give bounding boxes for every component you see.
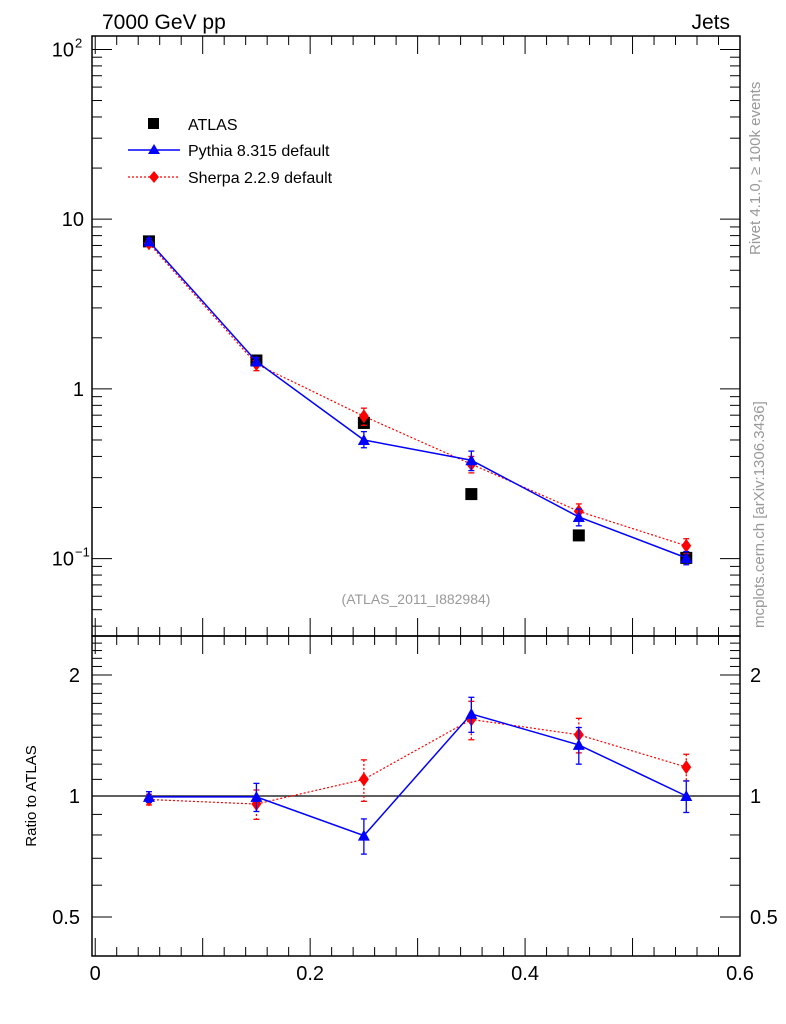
sherpa-line (148, 242, 687, 547)
legend-pythia-marker (148, 144, 160, 154)
analysis-label: (ATLAS_2011_I882984) (342, 591, 491, 607)
legend-atlas-marker (148, 118, 159, 129)
ratio-y-tick-label-left: 2 (69, 665, 80, 687)
ratio-y-tick-label-left: 0.5 (52, 907, 80, 929)
main-y-tick-label: 10 (62, 209, 84, 231)
atlas-point (572, 529, 585, 542)
rivet-version-label: Rivet 4.1.0, ≥ 100k events (747, 82, 764, 255)
ratio-pythia-line (148, 713, 687, 837)
ratio-pythia-point (572, 738, 585, 750)
sherpa-point (681, 538, 692, 553)
x-tick-label: 0 (90, 963, 101, 985)
x-tick-label: 0.6 (726, 963, 754, 985)
pythia-point (357, 433, 370, 445)
source-label: mcplots.cern.ch [arXiv:1306.3436] (751, 401, 768, 628)
pythia-point (142, 235, 155, 247)
legend: ATLAS Pythia 8.315 default Sherpa 2.2.9 … (128, 117, 333, 187)
main-series (142, 235, 693, 566)
ratio-sherpa-point (681, 760, 692, 775)
main-y-tick-label: 10 (52, 39, 74, 61)
ratio-pythia-point (680, 790, 693, 801)
main-y-tick-exponent: 2 (75, 35, 82, 50)
legend-pythia-label: Pythia 8.315 default (188, 143, 330, 160)
legend-atlas-label: ATLAS (188, 117, 238, 134)
pythia-line (148, 240, 687, 559)
ratio-y-tick-label-right: 1 (750, 786, 761, 808)
ratio-y-tick-label-left: 1 (69, 786, 80, 808)
ratio-pythia-point (250, 790, 263, 802)
ratio-y-tick-label-right: 0.5 (750, 907, 778, 929)
ratio-pythia-point (142, 790, 155, 802)
pythia-point (250, 355, 263, 367)
header-collision-label: 7000 GeV pp (102, 11, 226, 34)
main-y-tick-label: 1 (73, 379, 84, 401)
ratio-y-tick-label-right: 2 (750, 665, 761, 687)
main-axis-ticks (92, 36, 741, 636)
ratio-axis-ticks (92, 635, 741, 957)
main-y-tick-label: 10 (52, 549, 74, 571)
x-tick-label: 0.2 (296, 963, 324, 985)
ratio-y-axis-label: Ratio to ATLAS (23, 745, 40, 846)
atlas-point (465, 488, 478, 501)
main-y-tick-exponent: −1 (75, 545, 90, 560)
pythia-point (572, 510, 585, 522)
ratio-pythia-point (357, 829, 370, 841)
x-tick-label: 0.4 (511, 963, 539, 985)
legend-sherpa-marker (149, 171, 159, 183)
header-process-label: Jets (691, 11, 730, 34)
legend-sherpa-label: Sherpa 2.2.9 default (188, 170, 333, 187)
ratio-tick-labels: 0.5 0.5 1 1 2 2 0 0.2 0.4 0.6 (52, 665, 778, 985)
sherpa-point (358, 409, 369, 424)
ratio-sherpa-line (148, 718, 687, 805)
ratio-series (142, 696, 693, 855)
ratio-sherpa-point (358, 772, 369, 787)
pythia-point (465, 454, 478, 466)
ratio-pythia-point (465, 707, 478, 719)
pythia-point (680, 551, 693, 563)
